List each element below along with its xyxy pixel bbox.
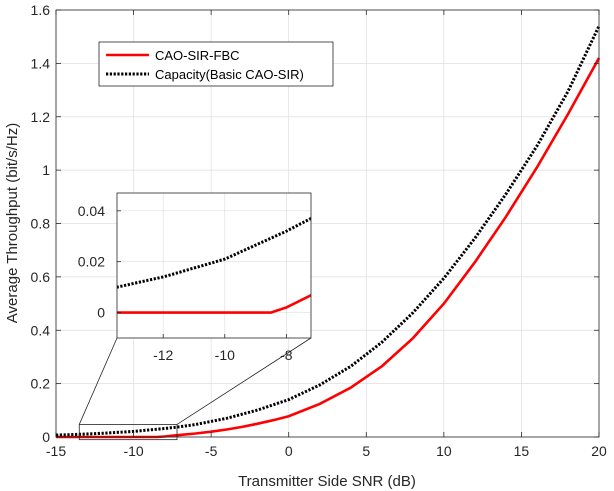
- inset-series-layer: [117, 216, 311, 314]
- legend-box: [98, 41, 334, 87]
- inset-x-tick-label: -12: [153, 347, 173, 363]
- x-tick-label: 20: [591, 443, 607, 459]
- x-tick-label: 5: [362, 443, 370, 459]
- y-axis-label: Average Throughput (bit/s/Hz): [4, 123, 21, 323]
- y-tick-label: 0.8: [31, 216, 51, 232]
- inset-background: [117, 193, 311, 338]
- zoom-connector-left: [78, 337, 118, 425]
- y-tick-label: 0.2: [31, 376, 51, 392]
- y-tick-label: 0: [42, 429, 50, 445]
- inset-series-line-cao-sir-fbc: [117, 293, 311, 314]
- y-tick-label: 1.4: [31, 55, 51, 71]
- inset-ticks: -12 -10 -8 0 0.02 0.04: [78, 203, 293, 363]
- x-tick-label: -5: [205, 443, 218, 459]
- inset-series-line-capacity-basic-cao-sir: [117, 216, 311, 289]
- legend-label-cao-sir-fbc: CAO-SIR-FBC: [155, 48, 240, 63]
- y-tick-label: 1.2: [31, 109, 51, 125]
- inset-y-tick-label: 0.04: [78, 203, 105, 219]
- x-tick-label: 15: [514, 443, 530, 459]
- zoom-connector-right: [176, 337, 312, 425]
- inset-y-tick-label: 0: [97, 305, 105, 321]
- x-tick-label: 0: [285, 443, 293, 459]
- legend: CAO-SIR-FBC Capacity(Basic CAO-SIR): [98, 41, 334, 87]
- series-line-cao-sir-fbc: [56, 57, 601, 439]
- x-tick-label: 10: [436, 443, 452, 459]
- main-series-layer: [55, 25, 601, 439]
- main-ticks: -15 -10 -5 0 5 10 15 20 0 0.2 0.4 0.6 0.8 1 1.2 1.4 1.6: [31, 2, 607, 459]
- y-tick-label: 0.6: [31, 269, 51, 285]
- x-axis-label: Transmitter Side SNR (dB): [238, 473, 416, 490]
- zoom-region-box: [78, 424, 178, 441]
- inset-y-tick-label: 0.02: [78, 254, 105, 270]
- y-tick-label: 1: [42, 162, 50, 178]
- x-tick-label: -10: [123, 443, 143, 459]
- y-tick-label: 1.6: [31, 2, 51, 18]
- inset-frame: [116, 192, 312, 339]
- y-tick-label: 0.4: [31, 322, 51, 338]
- x-tick-label: -15: [46, 443, 66, 459]
- inset-x-tick-label: -10: [215, 347, 235, 363]
- inset-x-tick-label: -8: [280, 347, 293, 363]
- legend-label-capacity: Capacity(Basic CAO-SIR): [155, 67, 304, 82]
